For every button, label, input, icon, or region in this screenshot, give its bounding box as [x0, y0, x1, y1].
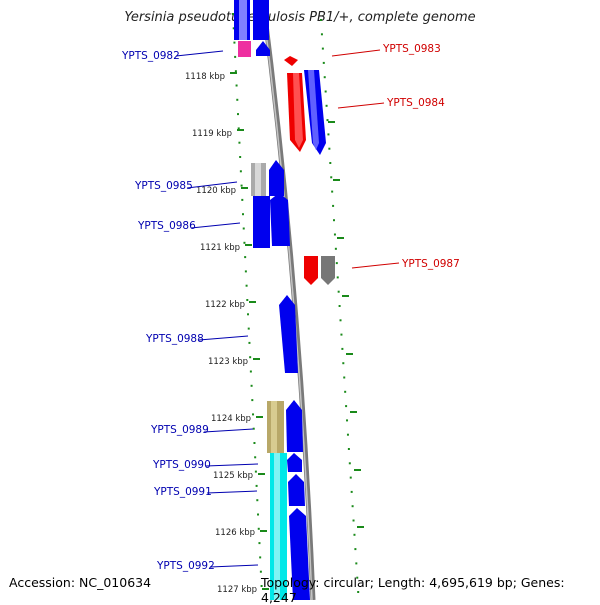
arrow-0990	[287, 453, 302, 472]
gene-labels: YPTS_0982 YPTS_0983 YPTS_0984 YPTS_0985 YPTS…	[121, 43, 460, 572]
dotted-ruler-right	[320, 19, 364, 593]
gene-label-ypts_0982: YPTS_0982	[121, 50, 180, 62]
feature-track	[234, 0, 335, 600]
arrow-0986b	[270, 193, 290, 246]
backbone-line	[260, 0, 316, 600]
dotted-ruler-left	[230, 13, 269, 590]
gene-label-ypts_0987: YPTS_0987	[401, 258, 460, 270]
arrow-0984-red-shade	[293, 73, 303, 148]
arrow-0985-blue	[269, 160, 284, 196]
gene-block-0982-shade	[239, 0, 247, 40]
backbone-highlight	[261, 0, 313, 600]
kbp-label: 1122 kbp	[205, 300, 245, 310]
arrow-0983	[284, 56, 298, 66]
leader-line	[190, 222, 241, 229]
gene-0985-grey-shade	[255, 163, 261, 196]
kbp-label: 1125 kbp	[213, 471, 253, 481]
gene-label-ypts_0984: YPTS_0984	[386, 97, 445, 109]
gene-block-0982-magenta	[238, 41, 251, 57]
arrow-0987-grey	[321, 256, 335, 285]
gene-0986	[253, 196, 270, 248]
genome-title: Yersinia pseudotuberculosis PB1/+, compl…	[124, 10, 476, 25]
leader-line	[209, 564, 259, 568]
kbp-label: 1127 kbp	[217, 585, 257, 595]
kbp-label: 1120 kbp	[196, 186, 236, 196]
gene-label-ypts_0985: YPTS_0985	[134, 180, 193, 192]
leader-line	[205, 463, 259, 467]
leader-line	[198, 335, 249, 341]
arrow-0988	[279, 295, 298, 373]
gene-label-ypts_0990: YPTS_0990	[152, 459, 211, 471]
gene-0991-cyan-shade	[274, 453, 280, 600]
gene-label-ypts_0992: YPTS_0992	[156, 560, 215, 572]
leader-line	[206, 490, 258, 494]
gene-label-ypts_0986: YPTS_0986	[137, 220, 196, 232]
kbp-label: 1119 kbp	[192, 129, 232, 139]
gene-label-ypts_0988: YPTS_0988	[145, 333, 204, 345]
kbp-label: 1126 kbp	[215, 528, 255, 538]
kbp-scale: 1118 kbp 1119 kbp 1120 kbp 1121 kbp 1122 kbp…	[185, 72, 257, 595]
arrow-0991	[288, 474, 305, 506]
leader-line	[351, 262, 400, 269]
leader-line	[175, 50, 224, 57]
arrow-0989	[286, 400, 303, 452]
kbp-label: 1124 kbp	[211, 414, 251, 424]
accession-text: Accession: NC_010634	[9, 575, 152, 590]
kbp-label: 1121 kbp	[200, 243, 240, 253]
arrow-0982-small	[256, 41, 270, 56]
arrow-0987-red	[304, 256, 318, 285]
leader-line	[331, 49, 381, 57]
label-leaders	[175, 49, 400, 568]
topology-text: Topology: circular; Length: 4,695,619 bp…	[261, 575, 565, 605]
arrow-0992	[289, 508, 310, 600]
kbp-label: 1118 kbp	[185, 72, 225, 82]
gene-block-0982b	[253, 0, 269, 40]
kbp-label: 1123 kbp	[208, 357, 248, 367]
leader-line	[203, 428, 254, 433]
gene-label-ypts_0991: YPTS_0991	[153, 486, 212, 498]
leader-line	[186, 181, 238, 189]
gene-label-ypts_0983: YPTS_0983	[382, 43, 441, 55]
leader-line	[337, 102, 385, 109]
arrow-0984-blue-shade	[308, 70, 319, 150]
genome-backbone	[260, 0, 316, 600]
gene-0989-tan-shade	[271, 401, 277, 453]
gene-label-ypts_0989: YPTS_0989	[150, 424, 209, 436]
